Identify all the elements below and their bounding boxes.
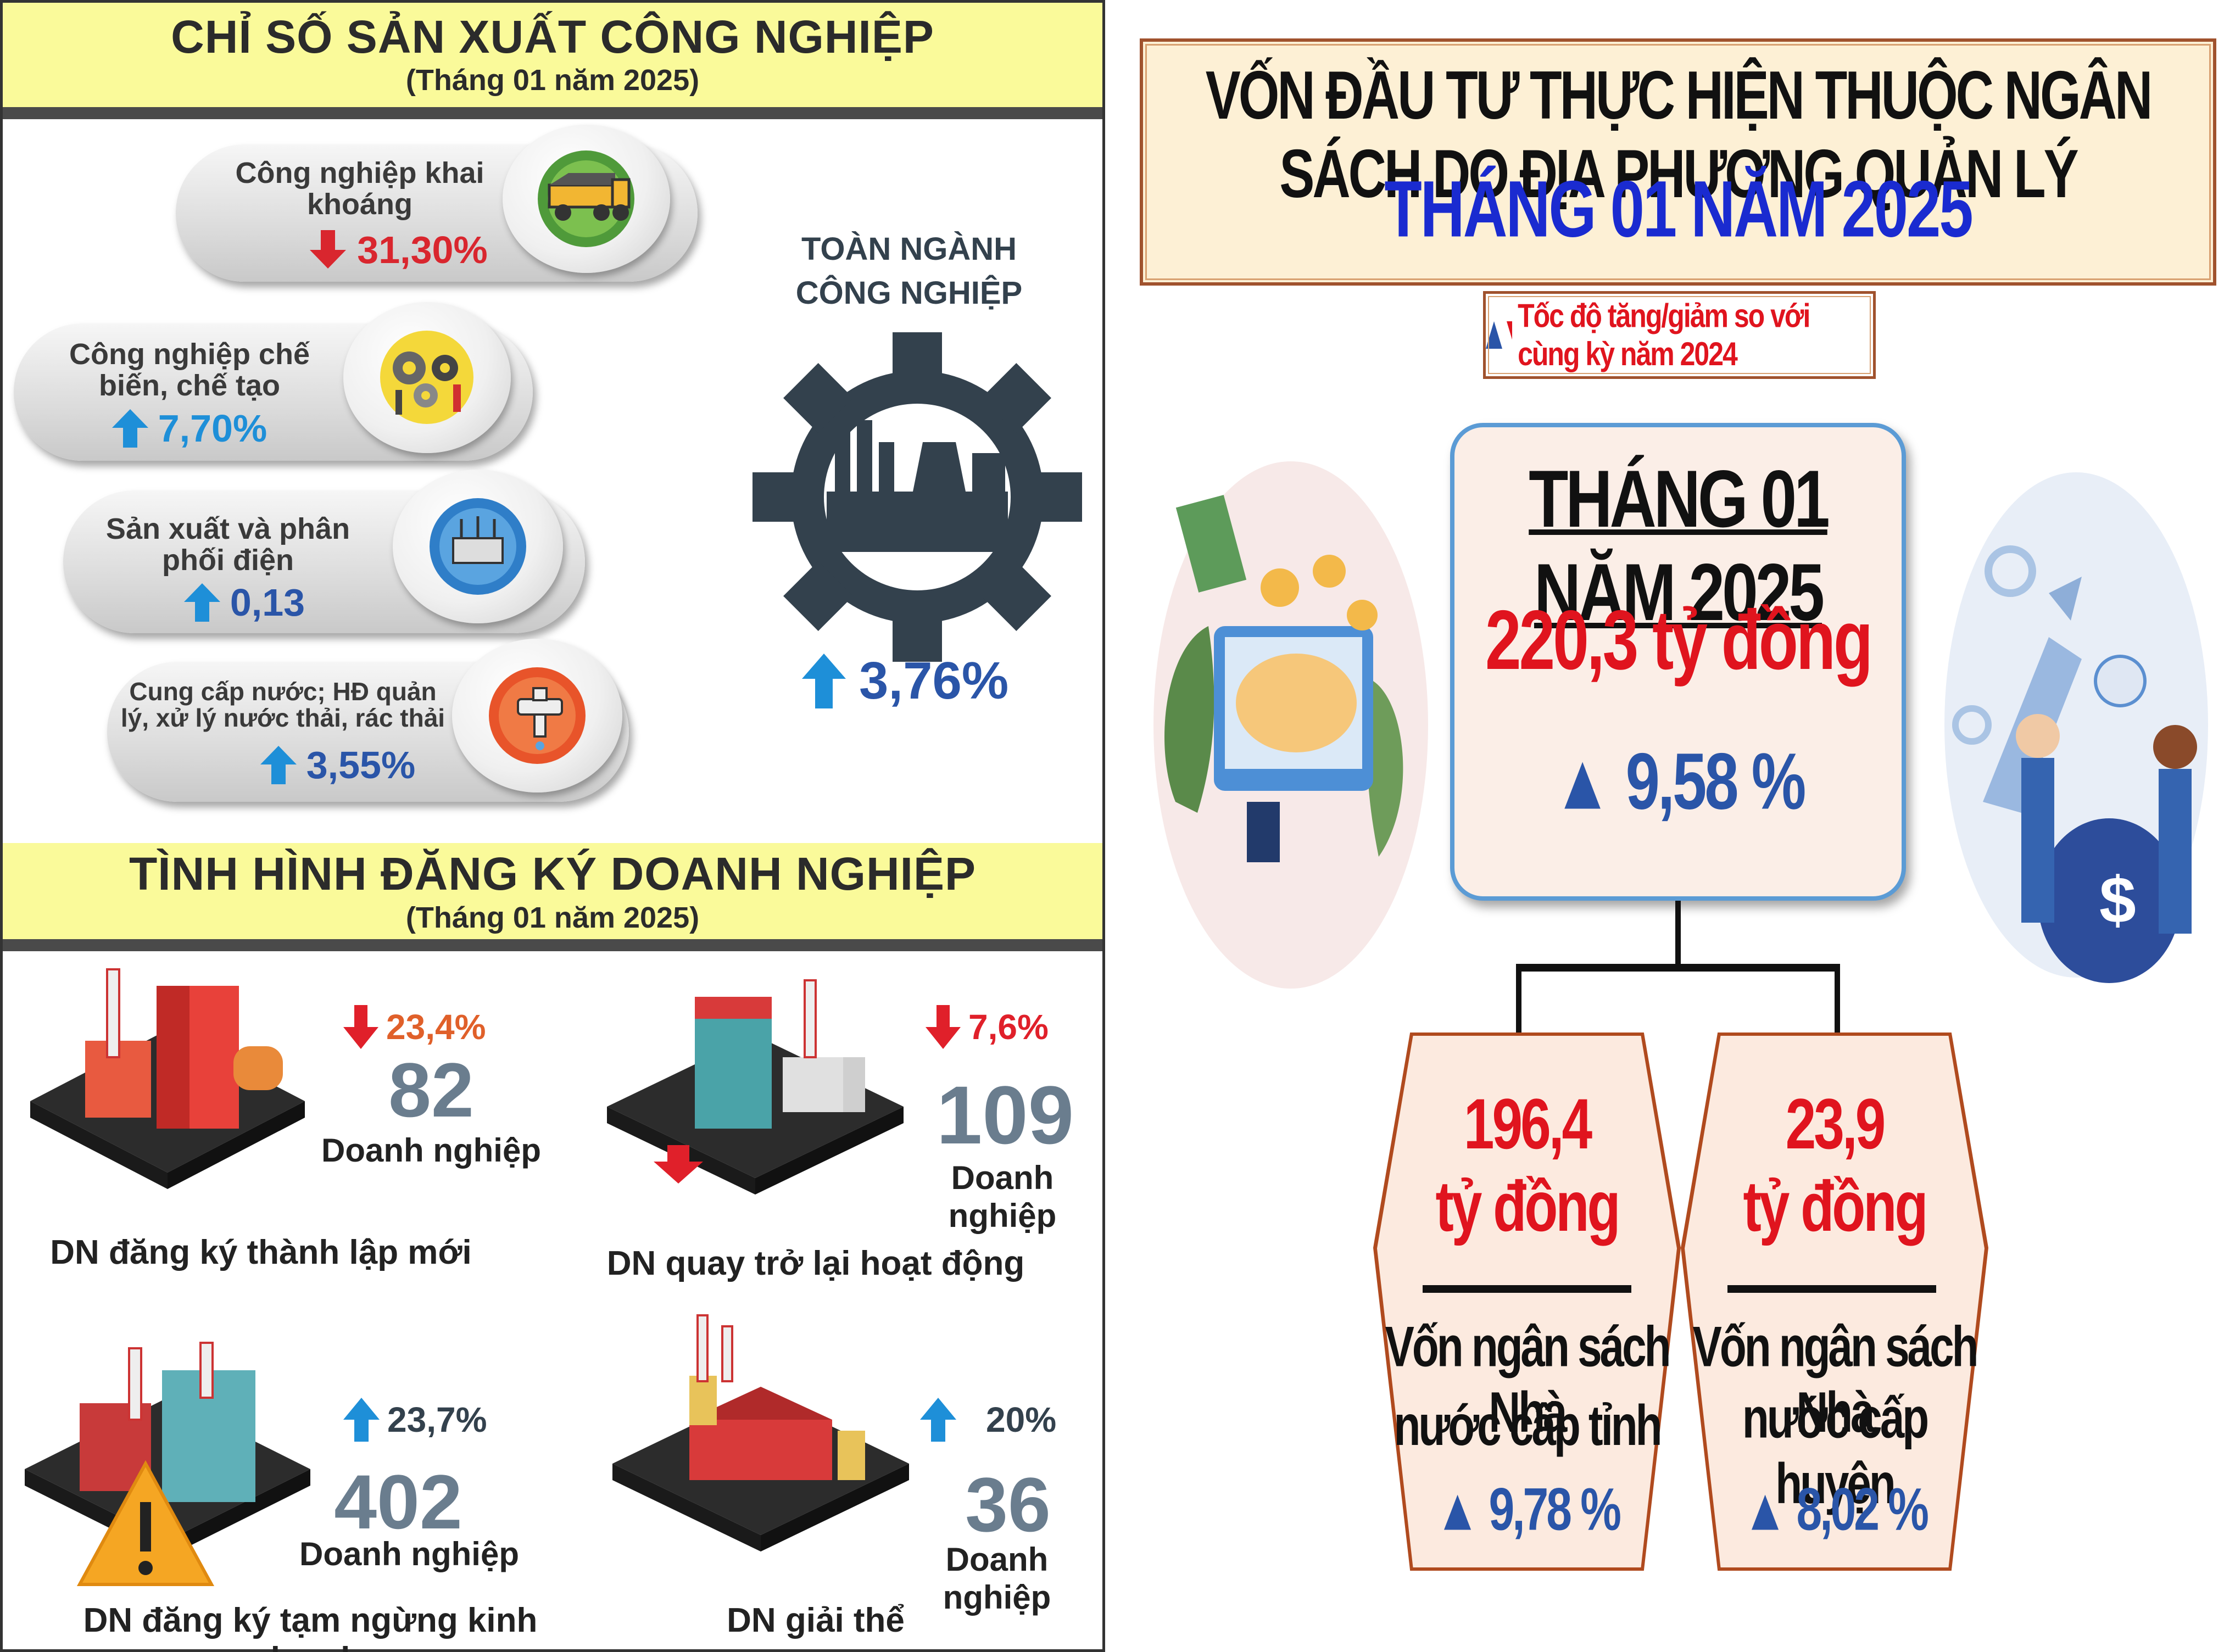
branch-district-unit: tỷ đồng: [1743, 1167, 1928, 1247]
new-enterprise-count: 82: [388, 1047, 474, 1133]
arrow-down-icon: [310, 230, 347, 269]
branch-district-change: ▲ 8,02 %: [1742, 1475, 1929, 1543]
dissolved-enterprise-label: DN giải thể: [727, 1601, 905, 1639]
returning-enterprise-unit: Doanh nghiệp: [948, 1159, 1057, 1234]
returning-enterprise-pct: 7,6%: [968, 1007, 1049, 1047]
branch-district-label-2: nước cấp huyện: [1742, 1386, 1929, 1515]
factory-gear-icon: [753, 332, 1082, 662]
arrow-down-icon: [926, 1005, 961, 1049]
branch-province-value: 196,4: [1463, 1084, 1592, 1164]
industry-header-rule: [3, 107, 1102, 119]
arrow-up-icon: [343, 1398, 380, 1442]
new-enterprise-building-icon: [30, 968, 305, 1189]
arrow-up-icon: [260, 746, 297, 784]
sector-electricity-value-row: 0,13: [151, 581, 338, 624]
sector-electricity-label: Sản xuất và phân phối điện: [105, 512, 350, 577]
investment-main-box: THÁNG 01 NĂM 2025 220,3 tỷ đồng ▲ 9,58 %: [1450, 423, 1906, 901]
enterprise-title: TÌNH HÌNH ĐĂNG KÝ DOANH NGHIỆP: [129, 848, 977, 900]
sector-electricity-value: 0,13: [230, 581, 305, 624]
sector-manufacturing-value-row: 7,70%: [85, 406, 294, 450]
sector-water-icon-holder: [452, 639, 622, 792]
branch-district-value: 23,9: [1785, 1084, 1886, 1164]
investment-month: THÁNG 01 NĂM 2025: [1384, 164, 1973, 254]
power-station-icon: [430, 498, 526, 595]
sector-water-value-row: 3,55%: [233, 743, 442, 787]
dissolved-enterprise-unit: Doanh nghiệp: [943, 1541, 1051, 1616]
investment-title-box: VỐN ĐẦU TƯ THỰC HIỆN THUỘC NGÂN SÁCH DO …: [1140, 38, 2216, 286]
connector-left: [1516, 964, 1521, 1035]
branch-province-label-2: nước cấp tỉnh: [1394, 1393, 1662, 1458]
piggy-bank-illustration: [1153, 461, 1428, 989]
returning-enterprise-label: DN quay trở lại hoạt động: [606, 1244, 1025, 1282]
sector-electricity-icon-holder: [393, 470, 563, 623]
returning-enterprise-pct-row: 7,6%: [926, 1005, 1049, 1049]
arrow-up-icon: [112, 409, 148, 448]
industry-period: (Tháng 01 năm 2025): [405, 64, 700, 97]
total-label-line2: CÔNG NGHIỆP: [795, 275, 1023, 311]
connector-bar: [1516, 964, 1840, 972]
branch-district-hex-fill: [1685, 1036, 1985, 1567]
branch-province-label-1: Vốn ngân sách Nhà: [1385, 1314, 1671, 1444]
dollar-sign-icon: $: [2099, 863, 2136, 937]
arrow-up-icon: [920, 1398, 956, 1442]
sector-mining-value-row: 31,30%: [277, 228, 519, 272]
sector-manufacturing-icon-holder: [343, 302, 511, 453]
sector-water-value: 3,55%: [306, 744, 416, 786]
branch-province-change: ▲ 9,78 %: [1435, 1475, 1621, 1543]
sector-water-label: Cung cấp nước; HĐ quản lý, xử lý nước th…: [120, 677, 445, 733]
new-enterprise-pct: 23,4%: [386, 1007, 486, 1047]
returning-enterprise-building-icon: [607, 979, 904, 1195]
enterprise-period: (Tháng 01 năm 2025): [405, 901, 700, 934]
investment-main-change: ▲ 9,58 %: [1552, 736, 1807, 826]
investment-legend-text: Tốc độ tăng/giảm so với cùng kỳ năm 2024: [1518, 297, 1810, 373]
new-enterprise-label: DN đăng ký thành lập mới: [50, 1234, 472, 1271]
dissolved-enterprise-pct-row: 20%: [920, 1398, 1056, 1442]
water-tap-icon: [489, 667, 586, 764]
branch-district-divider: [1727, 1285, 1936, 1293]
new-enterprise-pct-row: 23,4%: [343, 1005, 486, 1049]
sector-manufacturing-value: 7,70%: [158, 407, 267, 450]
sector-mining-icon-holder: [503, 125, 670, 273]
returning-enterprise-count: 109: [936, 1069, 1074, 1161]
branch-province-unit: tỷ đồng: [1435, 1167, 1620, 1247]
enterprise-header-band: [3, 843, 1102, 942]
connector-right: [1835, 964, 1840, 1035]
branch-province-divider: [1423, 1285, 1631, 1293]
suspended-enterprise-unit: Doanh nghiệp: [299, 1536, 519, 1572]
arrow-down-icon: [343, 1005, 378, 1049]
suspended-enterprise-pct: 23,7%: [387, 1400, 487, 1439]
connector-stem: [1675, 901, 1681, 967]
suspended-enterprise-count: 402: [334, 1459, 462, 1545]
suspended-enterprise-pct-row: 23,7%: [343, 1398, 487, 1442]
new-enterprise-unit: Doanh nghiệp: [321, 1132, 541, 1169]
total-value-row: 3,76%: [802, 651, 1038, 711]
suspended-enterprise-label: DN đăng ký tạm ngừng kinh doanh: [83, 1601, 538, 1652]
investment-title: VỐN ĐẦU TƯ THỰC HIỆN THUỘC NGÂN SÁCH DO …: [1205, 57, 2153, 213]
suspended-enterprise-building-icon: [25, 1342, 310, 1586]
triangle-up-down-icon: [1486, 321, 1513, 349]
dissolved-enterprise-building-icon: [612, 1314, 909, 1551]
enterprise-header-rule: [3, 939, 1102, 951]
investment-main-heading: THÁNG 01 NĂM 2025: [1529, 454, 1830, 638]
arrow-up-icon: [802, 654, 846, 708]
industry-panel: CHỈ SỐ SẢN XUẤT CÔNG NGHIỆP (Tháng 01 nă…: [0, 0, 1105, 1652]
industry-title: CHỈ SỐ SẢN XUẤT CÔNG NGHIỆP: [171, 11, 934, 63]
industry-header-band: [3, 3, 1102, 107]
sector-manufacturing-label: Công nghiệp chế biến, chế tạo: [69, 338, 310, 402]
investment-main-amount: 220,3 tỷ đồng: [1485, 593, 1873, 688]
arrow-up-icon: [183, 583, 220, 622]
money-bag-illustration: $: [1944, 472, 2208, 983]
total-label-line1: TOÀN NGÀNH: [801, 231, 1017, 267]
sector-mining-value: 31,30%: [357, 228, 488, 271]
sector-mining-label: Công nghiệp khai khoáng: [235, 157, 484, 221]
branch-province-hex-fill: [1377, 1036, 1677, 1567]
investment-legend: Tốc độ tăng/giảm so với cùng kỳ năm 2024: [1483, 291, 1876, 379]
mining-truck-icon: [538, 150, 634, 247]
branch-district-label-1: Vốn ngân sách Nhà: [1692, 1314, 1979, 1444]
dissolved-enterprise-count: 36: [965, 1461, 1051, 1548]
dissolved-enterprise-pct: 20%: [986, 1400, 1057, 1439]
total-value: 3,76%: [859, 651, 1009, 710]
gears-tools-icon: [380, 331, 473, 424]
